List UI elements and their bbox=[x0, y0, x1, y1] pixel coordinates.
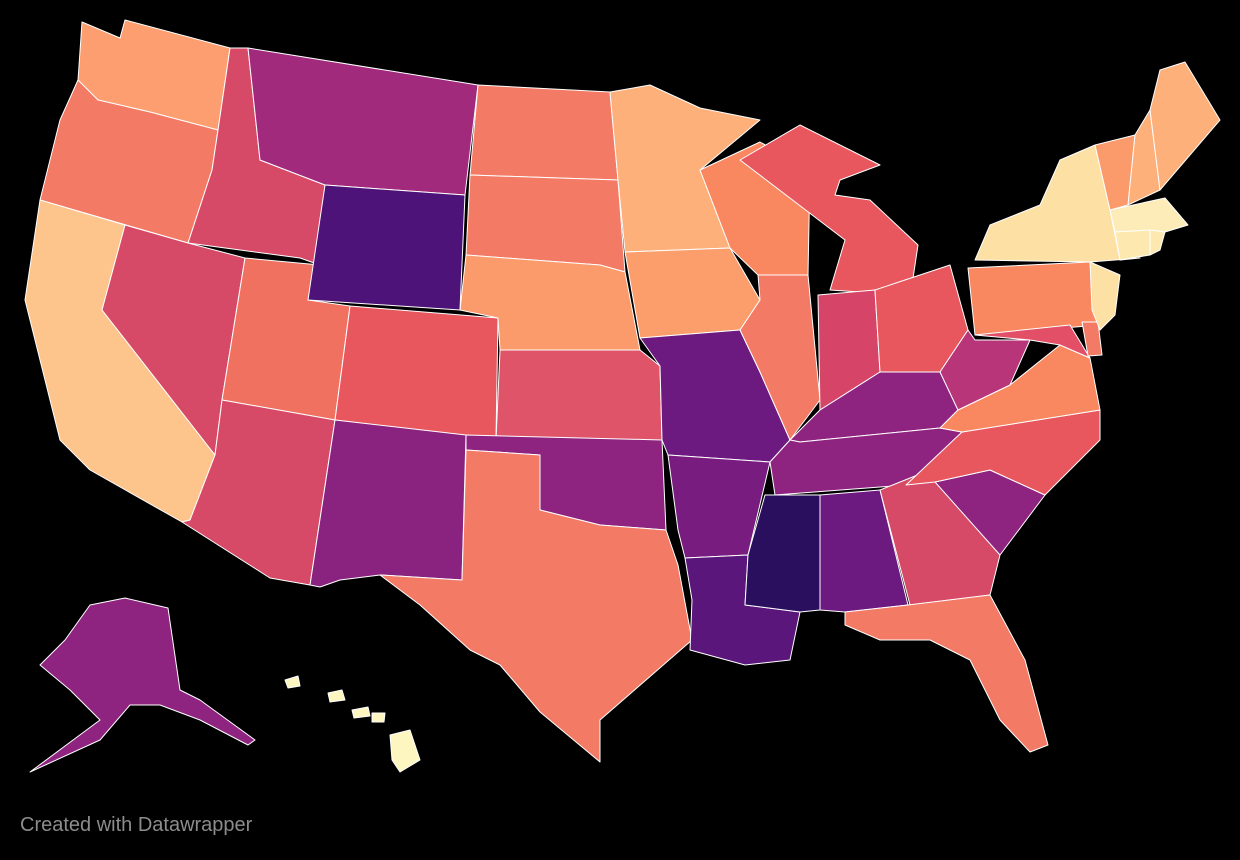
state-co[interactable] bbox=[334, 305, 499, 441]
state-mi[interactable] bbox=[739, 124, 919, 293]
state-ia[interactable] bbox=[624, 247, 761, 339]
state-tx[interactable] bbox=[379, 449, 693, 763]
state-me[interactable] bbox=[1149, 61, 1221, 191]
state-md[interactable] bbox=[974, 324, 1091, 359]
state-il[interactable] bbox=[739, 274, 821, 441]
datawrapper-credit: Created with Datawrapper bbox=[20, 814, 253, 836]
state-ks[interactable] bbox=[495, 349, 663, 441]
state-pa[interactable] bbox=[967, 261, 1101, 336]
state-ak[interactable] bbox=[29, 597, 256, 773]
state-ri[interactable] bbox=[1149, 229, 1166, 256]
state-hi[interactable] bbox=[284, 675, 421, 773]
state-fl[interactable] bbox=[844, 594, 1049, 753]
state-nm[interactable] bbox=[309, 419, 467, 588]
state-de[interactable] bbox=[1081, 321, 1103, 357]
state-ct[interactable] bbox=[1114, 229, 1151, 261]
state-nd[interactable] bbox=[469, 84, 619, 181]
state-nj[interactable] bbox=[1089, 261, 1121, 331]
state-wy[interactable] bbox=[307, 184, 466, 311]
state-ma[interactable] bbox=[1109, 197, 1189, 233]
